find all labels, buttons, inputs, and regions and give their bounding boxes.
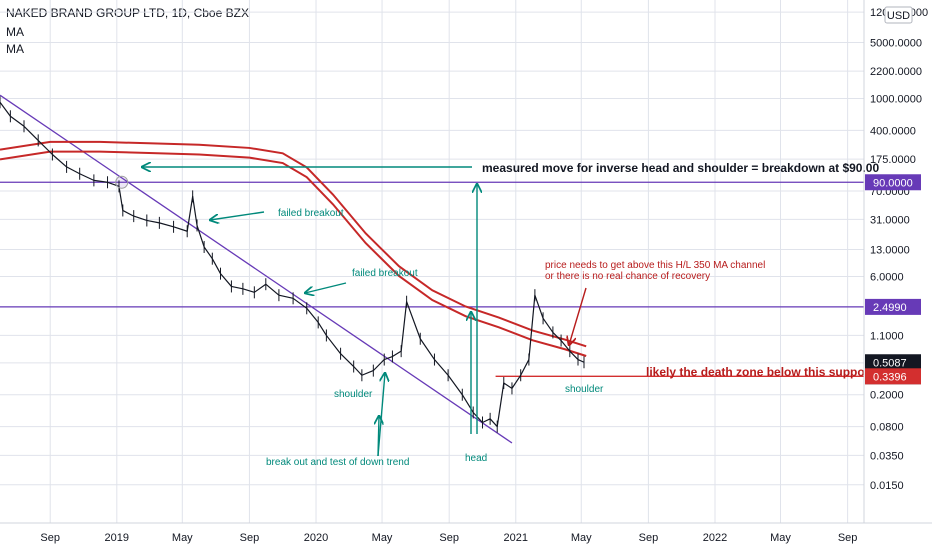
- x-tick-label: Sep: [838, 532, 858, 544]
- recovery-arrow: [569, 287, 587, 345]
- measured-move-label: measured move for inverse head and shoul…: [482, 161, 879, 175]
- y-tick-label: 1000.0000: [870, 94, 922, 106]
- death-zone-label: likely the death zone below this support: [646, 365, 873, 379]
- grid-lines: [0, 0, 864, 523]
- breakout-arrow-test: [378, 416, 379, 457]
- breakout-label: break out and test of down trend: [266, 457, 409, 468]
- x-tick-label: 2020: [304, 532, 328, 544]
- current-price-text: 0.5087: [873, 357, 907, 369]
- x-axis-ticks: Sep 2019 May Sep 2020 May Sep 2021 May Sep 2022 May…: [40, 532, 857, 544]
- y-tick-label: 0.0350: [870, 450, 904, 462]
- breakout-arrow-up: [377, 373, 385, 457]
- x-tick-label: Sep: [240, 532, 260, 544]
- chart-title: NAKED BRAND GROUP LTD, 1D, Cboe BZX: [6, 6, 249, 20]
- x-tick-label: 2019: [105, 532, 129, 544]
- y-tick-label: 1.1000: [870, 330, 904, 342]
- currency-badge[interactable]: USD: [884, 6, 913, 24]
- downtrend-line: [0, 94, 513, 444]
- currency-label: USD: [887, 10, 910, 22]
- y-tick-label: 5000.0000: [870, 38, 922, 50]
- recovery-note-line-1: price needs to get above this H/L 350 MA…: [545, 260, 765, 271]
- x-tick-label: 2021: [504, 532, 528, 544]
- x-tick-label: May: [172, 532, 193, 544]
- y-tick-label: 0.0150: [870, 480, 904, 492]
- y-tick-label: 13.0000: [870, 245, 910, 257]
- level-2499-label-text: 2.4990: [873, 302, 907, 314]
- x-tick-label: Sep: [639, 532, 659, 544]
- shoulder-label-right: shoulder: [565, 384, 604, 395]
- level-90-label-text: 90.0000: [873, 177, 913, 189]
- level-90-label-box: [865, 174, 921, 191]
- ma-channel-upper: [0, 140, 587, 348]
- x-tick-label: Sep: [40, 532, 60, 544]
- failed-breakout-label-2: failed breakout: [352, 268, 418, 279]
- x-tick-label: May: [571, 532, 592, 544]
- head-label: head: [465, 453, 487, 464]
- failed-breakout-arrow-1: [210, 211, 265, 220]
- y-tick-label: 2200.0000: [870, 66, 922, 78]
- y-tick-label: 0.2000: [870, 390, 904, 402]
- x-tick-label: May: [770, 532, 791, 544]
- shoulder-label-left: shoulder: [334, 389, 373, 400]
- price-series-group: [0, 96, 585, 433]
- x-tick-label: Sep: [439, 532, 459, 544]
- level-2499-label-box: [865, 298, 921, 315]
- y-axis-ticks: 12000.00005000.00002200.00001000.0000400…: [870, 7, 928, 492]
- indicator-ma-2[interactable]: MA: [6, 42, 24, 56]
- y-tick-label: 6.0000: [870, 271, 904, 283]
- support-label-text: 0.3396: [873, 371, 907, 383]
- y-tick-label: 400.0000: [870, 125, 916, 137]
- ma-channel-group: [0, 140, 587, 357]
- annotation-arrows: [142, 167, 587, 457]
- failed-breakout-label-1: failed breakout: [278, 208, 344, 219]
- indicator-ma-1[interactable]: MA: [6, 25, 24, 39]
- trendline-group: [0, 94, 513, 444]
- failed-breakout-arrow-2: [305, 282, 347, 293]
- annotation-labels: measured move for inverse head and shoul…: [266, 161, 879, 468]
- y-tick-label: 0.0800: [870, 422, 904, 434]
- x-tick-label: May: [372, 532, 393, 544]
- y-tick-label: 31.0000: [870, 214, 910, 226]
- ma-channel-lower: [0, 150, 587, 357]
- breakdown-marker: [115, 175, 129, 189]
- horizontal-levels: [0, 181, 864, 377]
- recovery-note-line-2: or there is no real chance of recovery: [545, 271, 710, 282]
- x-tick-label: 2022: [703, 532, 727, 544]
- y-tick-label: 175.0000: [870, 154, 916, 166]
- support-label-box: [865, 368, 921, 385]
